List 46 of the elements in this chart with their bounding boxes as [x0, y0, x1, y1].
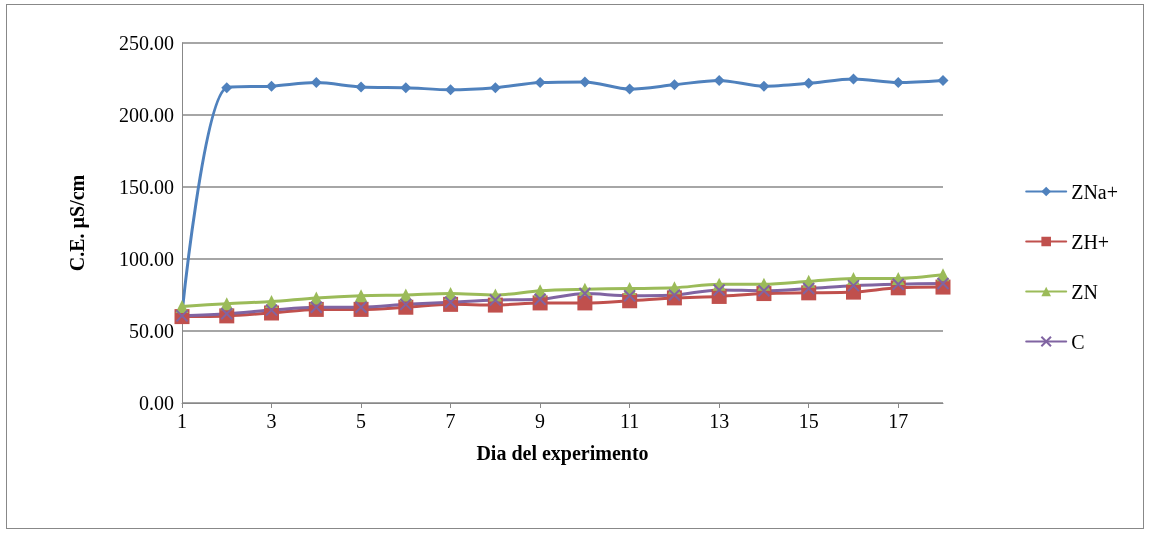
- y-tick-label: 0.00: [139, 392, 174, 414]
- y-tick-label: 150.00: [119, 176, 174, 198]
- point: [757, 284, 771, 298]
- y-tick-label: 250.00: [119, 32, 174, 54]
- x-tick-label: 1: [177, 410, 187, 432]
- point: [758, 80, 770, 92]
- point: [668, 79, 680, 91]
- x-tick-label: 13: [709, 410, 730, 432]
- point: [354, 289, 368, 303]
- legend-label: ZN: [1071, 280, 1098, 303]
- y-axis-title: C.E. µS/cm: [66, 174, 89, 272]
- point: [802, 282, 816, 296]
- x-axis-title: Dia del experimento: [476, 442, 649, 465]
- legend-label: C: [1071, 330, 1085, 353]
- point: [712, 283, 726, 297]
- point: [221, 82, 233, 94]
- y-tick-label: 100.00: [119, 248, 174, 270]
- point: [399, 297, 413, 311]
- point: [533, 292, 547, 306]
- x-tick-label: 11: [620, 410, 640, 432]
- legend-label: ZNa+: [1071, 180, 1119, 203]
- point: [667, 288, 681, 302]
- y-tick-label: 50.00: [129, 320, 174, 342]
- point: [846, 279, 860, 293]
- point: [578, 287, 592, 301]
- point: [310, 77, 322, 89]
- point: [936, 276, 950, 290]
- legend-label: ZH+: [1071, 230, 1110, 253]
- x-tick-label: 17: [888, 410, 909, 432]
- x-tick-label: 9: [535, 410, 546, 432]
- x-tick-label: 3: [266, 410, 277, 432]
- point: [579, 76, 591, 88]
- point: [355, 81, 367, 93]
- point: [488, 293, 502, 307]
- point: [489, 82, 501, 94]
- x-tick-label: 7: [445, 410, 456, 432]
- x-tick-label: 5: [356, 410, 367, 432]
- point: [713, 74, 725, 86]
- point: [265, 303, 279, 317]
- point: [891, 277, 905, 291]
- y-tick-label: 200.00: [119, 104, 174, 126]
- point: [400, 82, 412, 94]
- point: [937, 74, 949, 86]
- point: [623, 289, 637, 303]
- point: [803, 77, 815, 89]
- x-tick-label: 15: [798, 410, 819, 432]
